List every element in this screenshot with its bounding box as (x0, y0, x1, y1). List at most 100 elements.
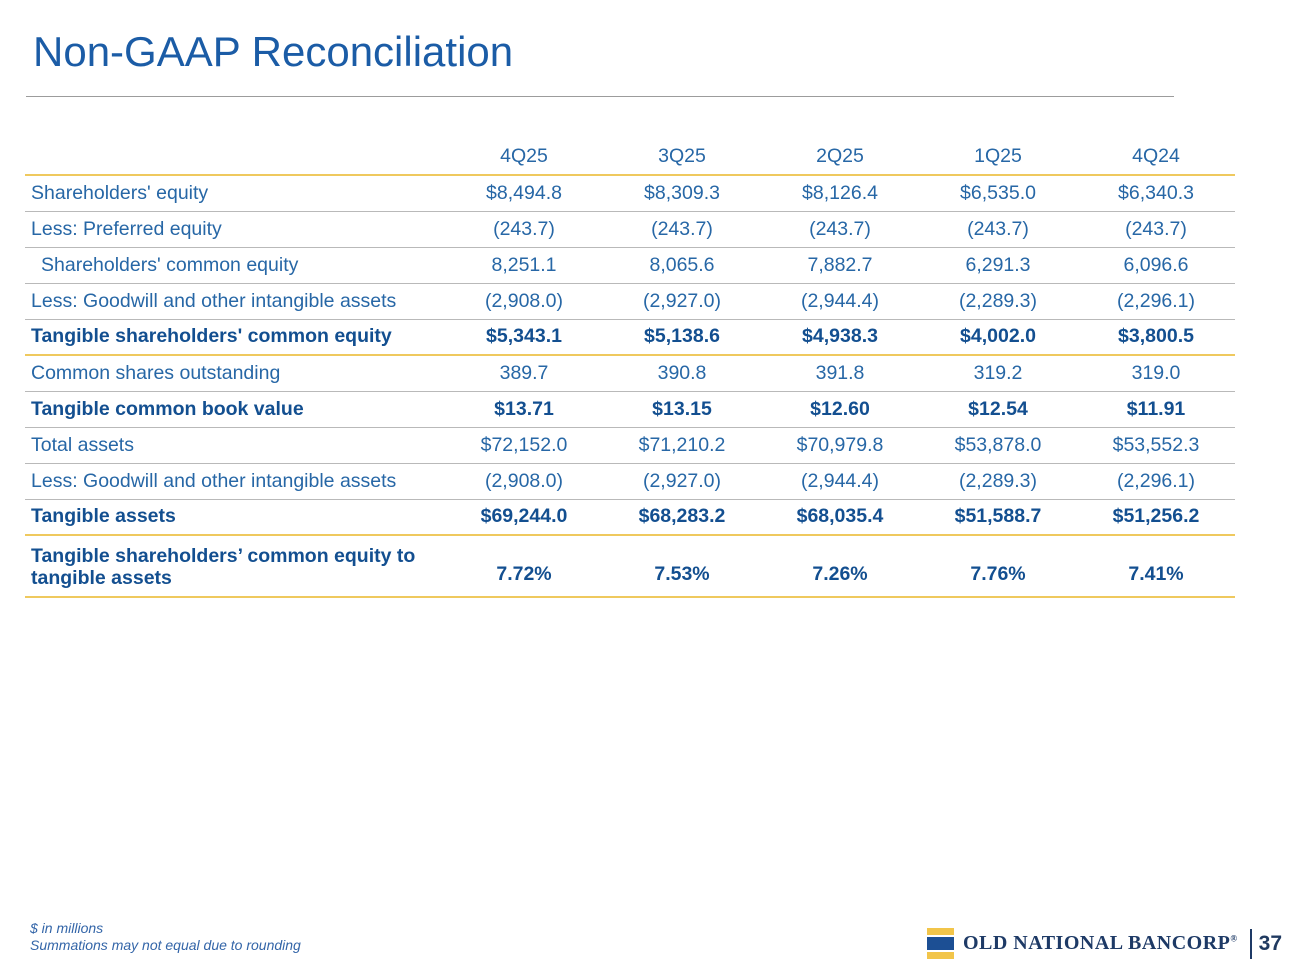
cell-value: 7.72% (445, 535, 603, 598)
cell-value: $70,979.8 (761, 427, 919, 464)
column-header: 4Q25 (445, 142, 603, 176)
cell-value: $51,588.7 (919, 499, 1077, 536)
table-row: Less: Goodwill and other intangible asse… (25, 463, 1235, 500)
cell-value: $8,309.3 (603, 175, 761, 212)
cell-value: (243.7) (445, 211, 603, 248)
brand-name-text: OLD NATIONAL BANCORP (962, 932, 1231, 954)
cell-value: 6,291.3 (919, 247, 1077, 284)
footnote-rounding: Summations may not equal due to rounding (30, 937, 301, 953)
cell-value: $5,138.6 (603, 319, 761, 356)
cell-value: (243.7) (1077, 211, 1235, 248)
registered-mark: ® (1230, 933, 1238, 944)
table-row: Tangible common book value $13.71 $13.15 $1… (25, 391, 1235, 428)
cell-value: $6,535.0 (919, 175, 1077, 212)
row-label: Less: Goodwill and other intangible asse… (25, 463, 445, 500)
row-label: Less: Preferred equity (25, 211, 445, 248)
cell-value: $8,494.8 (445, 175, 603, 212)
table-row: Less: Preferred equity (243.7) (243.7) (243… (25, 211, 1235, 248)
cell-value: $12.60 (761, 391, 919, 428)
cell-value: (2,296.1) (1077, 283, 1235, 320)
brand-name: OLD NATIONAL BANCORP® (963, 932, 1238, 955)
column-header: 2Q25 (761, 142, 919, 176)
page-number: 37 (1258, 931, 1282, 955)
page-title: Non-GAAP Reconciliation (33, 28, 514, 75)
cell-value: 7,882.7 (761, 247, 919, 284)
table-header: 4Q25 3Q25 2Q25 1Q25 4Q24 (25, 142, 1235, 176)
column-header: 1Q25 (919, 142, 1077, 176)
cell-value: (2,927.0) (603, 283, 761, 320)
table-row: Tangible assets $69,244.0 $68,283.2 $68,035… (25, 499, 1235, 536)
cell-value: $6,340.3 (1077, 175, 1235, 212)
cell-value: 390.8 (603, 355, 761, 392)
reconciliation-table: 4Q25 3Q25 2Q25 1Q25 4Q24 Shareholders' equit… (25, 142, 1235, 598)
cell-value: 391.8 (761, 355, 919, 392)
table-row: Tangible shareholders' common equity $5,3… (25, 319, 1235, 356)
row-label: Common shares outstanding (25, 355, 445, 392)
cell-value: (2,944.4) (761, 283, 919, 320)
cell-value: (2,908.0) (445, 283, 603, 320)
cell-value: (243.7) (603, 211, 761, 248)
column-header: 3Q25 (603, 142, 761, 176)
cell-value: 7.53% (603, 535, 761, 598)
cell-value: $53,552.3 (1077, 427, 1235, 464)
footnotes: $ in millions Summations may not equal d… (30, 920, 301, 954)
table-row: Shareholders' equity $8,494.8 $8,309.3 $8,1… (25, 175, 1235, 212)
cell-value: (2,289.3) (919, 463, 1077, 500)
cell-value: $12.54 (919, 391, 1077, 428)
cell-value: $8,126.4 (761, 175, 919, 212)
cell-value: $3,800.5 (1077, 319, 1235, 356)
table-row: Tangible shareholders’ common equity to … (25, 535, 1235, 598)
table-header-row: 4Q25 3Q25 2Q25 1Q25 4Q24 (25, 142, 1235, 176)
cell-value: 8,065.6 (603, 247, 761, 284)
old-national-logo-icon (926, 928, 954, 959)
logo-gold-bar-top (926, 928, 954, 935)
cell-value: (243.7) (761, 211, 919, 248)
cell-value: (2,296.1) (1077, 463, 1235, 500)
cell-value: (2,908.0) (445, 463, 603, 500)
row-label: Shareholders' common equity (25, 247, 445, 284)
cell-value: $69,244.0 (445, 499, 603, 536)
cell-value: $11.91 (1077, 391, 1235, 428)
footnote-units: $ in millions (30, 920, 104, 936)
row-label: Tangible assets (25, 499, 445, 536)
cell-value: (2,289.3) (919, 283, 1077, 320)
page-number-divider (1249, 928, 1252, 959)
table-row: Total assets $72,152.0 $71,210.2 $70,979.8 $… (25, 427, 1235, 464)
cell-value: $4,002.0 (919, 319, 1077, 356)
cell-value: (2,927.0) (603, 463, 761, 500)
table-row: Shareholders' common equity 8,251.1 8,065.… (25, 247, 1235, 284)
cell-value: $68,035.4 (761, 499, 919, 536)
cell-value: $51,256.2 (1077, 499, 1235, 536)
cell-value: $4,938.3 (761, 319, 919, 356)
table-body: Shareholders' equity $8,494.8 $8,309.3 $8,1… (25, 175, 1235, 598)
cell-value: (2,944.4) (761, 463, 919, 500)
cell-value: 7.26% (761, 535, 919, 598)
column-header: 4Q24 (1077, 142, 1235, 176)
cell-value: 7.41% (1077, 535, 1235, 598)
cell-value: 6,096.6 (1077, 247, 1235, 284)
cell-value: $53,878.0 (919, 427, 1077, 464)
table-row: Common shares outstanding 389.7 390.8 391.8… (25, 355, 1235, 392)
logo-gold-bar-bottom (926, 952, 954, 959)
row-label: Shareholders' equity (25, 175, 445, 212)
row-label: Tangible shareholders’ common equity to … (25, 535, 445, 598)
table-row: Less: Goodwill and other intangible asse… (25, 283, 1235, 320)
cell-value: 7.76% (919, 535, 1077, 598)
cell-value: 8,251.1 (445, 247, 603, 284)
cell-value: $71,210.2 (603, 427, 761, 464)
column-header-label (25, 142, 445, 176)
cell-value: $72,152.0 (445, 427, 603, 464)
cell-value: $68,283.2 (603, 499, 761, 536)
cell-value: 389.7 (445, 355, 603, 392)
brand-footer: OLD NATIONAL BANCORP® 37 (926, 928, 1282, 959)
cell-value: $5,343.1 (445, 319, 603, 356)
cell-value: 319.0 (1077, 355, 1235, 392)
row-label: Tangible common book value (25, 391, 445, 428)
row-label: Tangible shareholders' common equity (25, 319, 445, 356)
logo-blue-bar (926, 937, 954, 950)
cell-value: $13.71 (445, 391, 603, 428)
row-label: Less: Goodwill and other intangible asse… (25, 283, 445, 320)
title-divider (26, 96, 1174, 97)
cell-value: $13.15 (603, 391, 761, 428)
